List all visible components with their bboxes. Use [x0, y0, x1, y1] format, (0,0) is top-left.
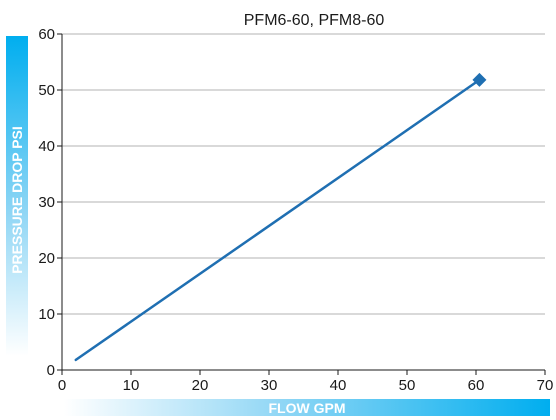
x-tick-label-1: 10 — [123, 377, 140, 394]
x-tick-label-3: 30 — [261, 377, 278, 394]
x-tick-label-4: 40 — [330, 377, 347, 394]
y-tick-labels: 0 10 20 30 40 50 60 — [38, 26, 62, 379]
series-end-marker-0 — [472, 72, 487, 87]
x-axis-title-band — [64, 399, 550, 416]
series-layer — [74, 72, 487, 362]
y-axis-title-band — [6, 36, 28, 356]
x-tick-label-5: 50 — [399, 377, 416, 394]
x-tick-label-0: 0 — [58, 377, 66, 394]
series-line-0 — [74, 78, 481, 362]
gridlines — [62, 33, 545, 315]
x-tick-label-2: 20 — [192, 377, 209, 394]
chart-title: PFM6-60, PFM8-60 — [244, 12, 385, 29]
y-tick-label-6: 60 — [38, 26, 55, 43]
x-axis-title: FLOW GPM — [269, 400, 346, 416]
y-tick-label-5: 50 — [38, 82, 55, 99]
x-tick-labels: 0 10 20 30 40 50 60 70 — [58, 370, 554, 394]
x-tick-label-6: 60 — [468, 377, 485, 394]
y-tick-label-0: 0 — [47, 362, 55, 379]
y-axis-title: PRESSURE DROP PSI — [9, 126, 25, 274]
y-tick-label-2: 20 — [38, 250, 55, 267]
x-tick-label-7: 70 — [537, 377, 554, 394]
y-tick-label-3: 30 — [38, 194, 55, 211]
y-tick-label-4: 40 — [38, 138, 55, 155]
y-tick-label-1: 10 — [38, 306, 55, 323]
